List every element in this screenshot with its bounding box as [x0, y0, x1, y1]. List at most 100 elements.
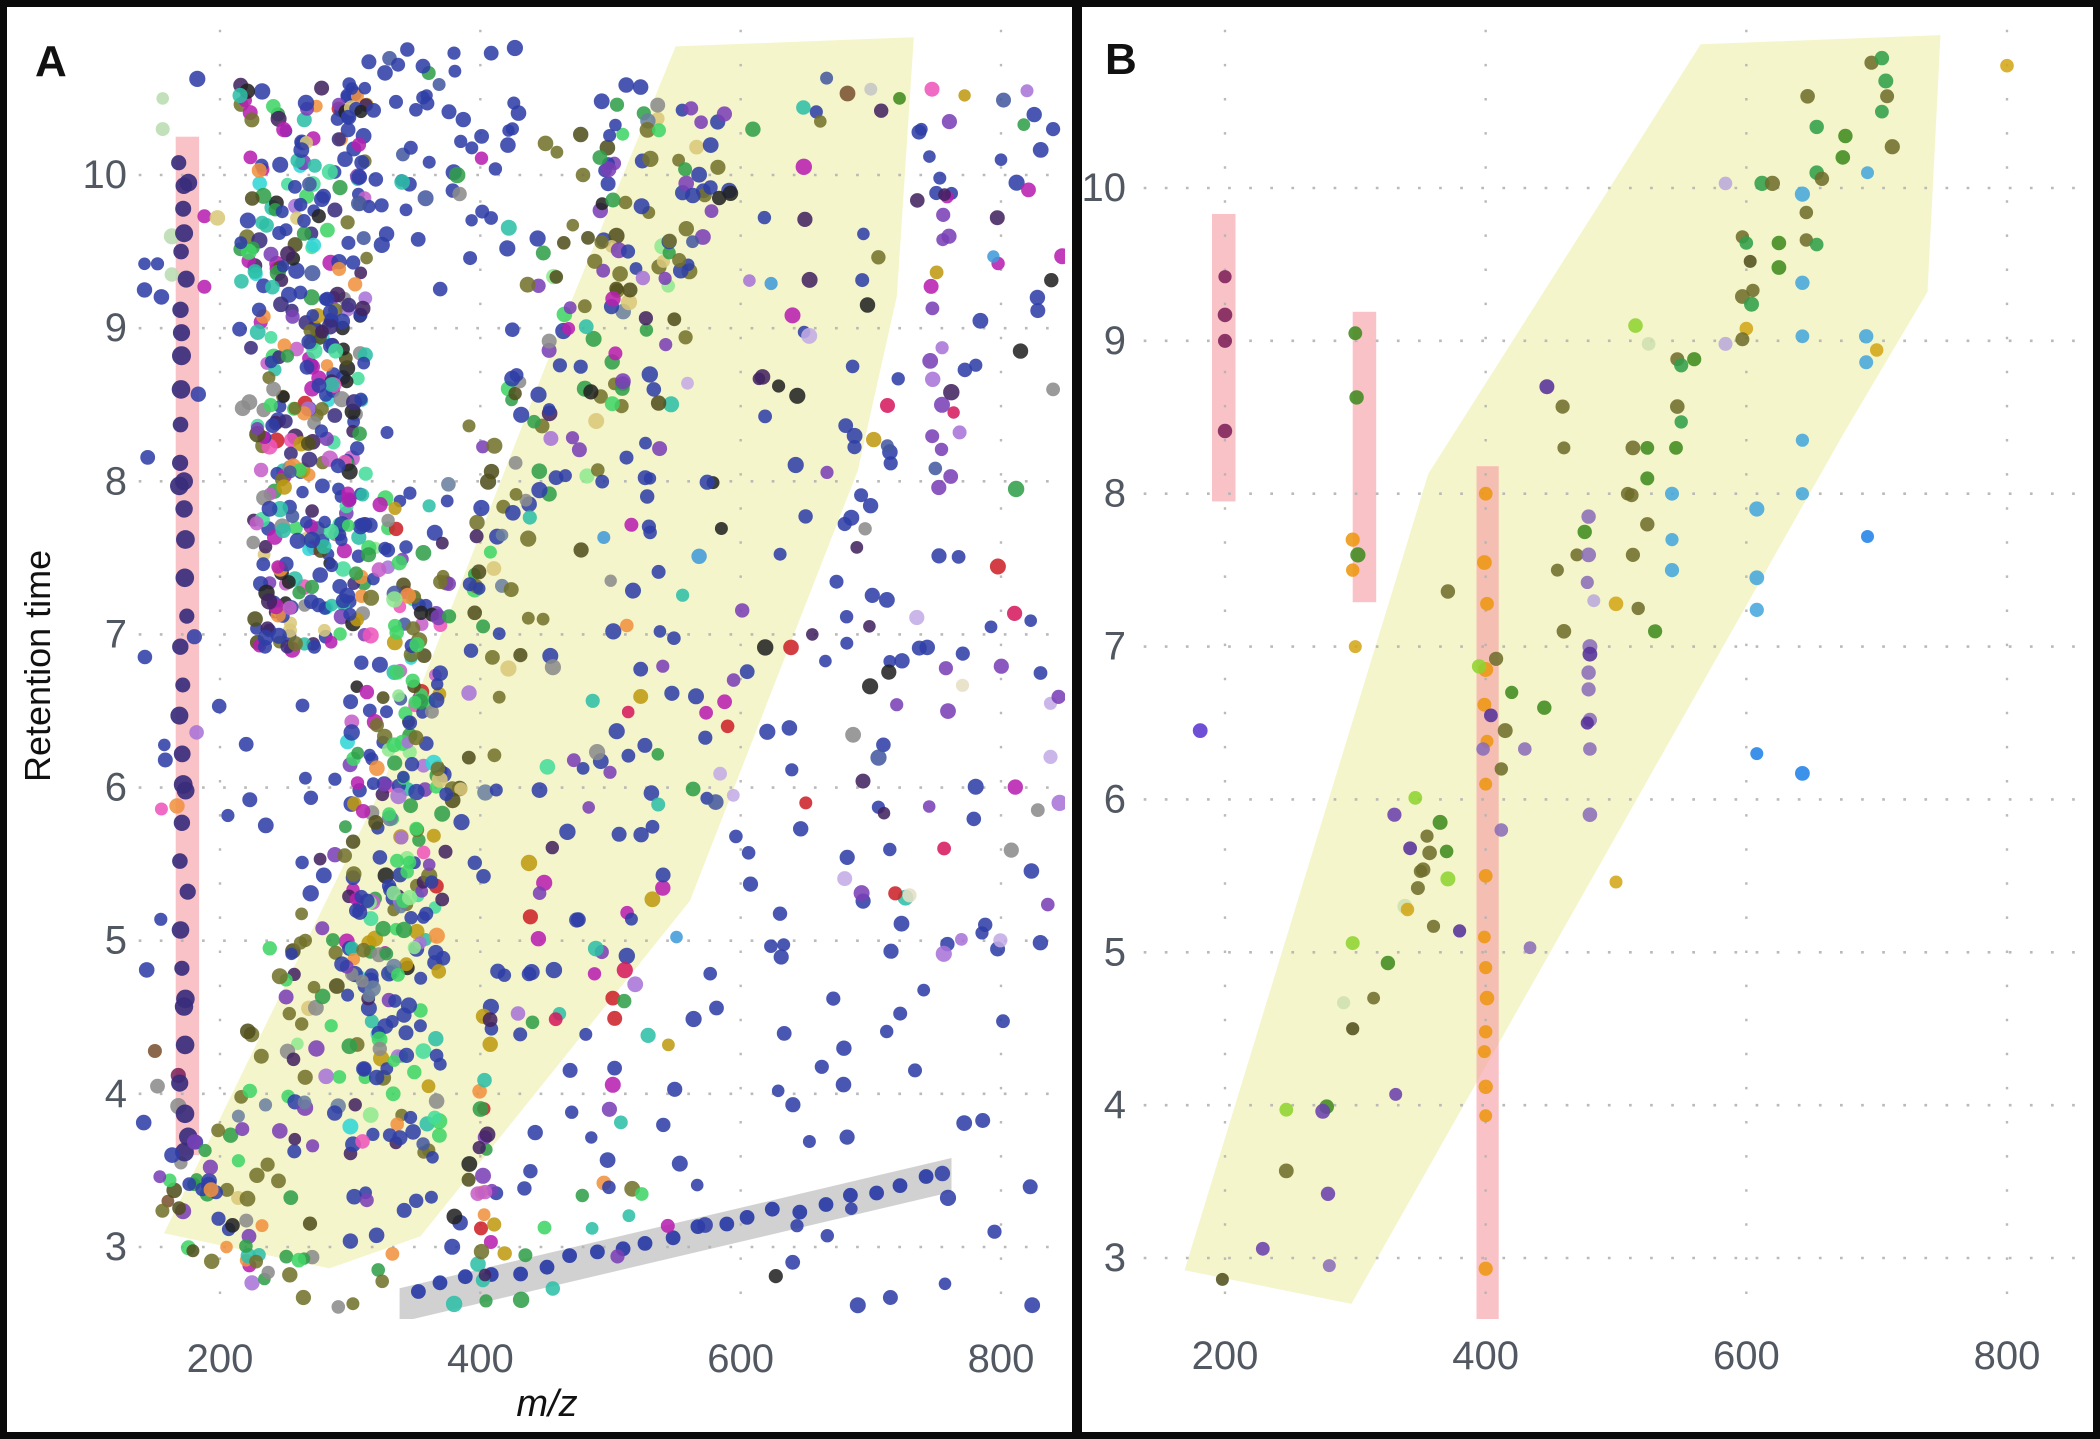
data-point — [1674, 358, 1689, 373]
data-point — [826, 991, 841, 1006]
data-point — [324, 377, 340, 393]
data-point — [957, 362, 973, 378]
data-point — [604, 574, 617, 587]
data-point — [600, 176, 616, 192]
data-point — [284, 446, 298, 461]
data-point — [474, 1221, 488, 1236]
data-point — [472, 1084, 487, 1099]
data-point — [509, 488, 523, 501]
data-point — [318, 515, 331, 529]
data-point — [308, 1040, 325, 1057]
data-point — [189, 725, 204, 740]
data-point — [1471, 659, 1487, 674]
data-point — [441, 104, 457, 120]
data-point — [777, 938, 791, 952]
data-point — [522, 510, 537, 525]
data-point — [337, 151, 353, 167]
data-point — [457, 1269, 473, 1285]
data-point — [369, 718, 384, 733]
data-point — [934, 1165, 951, 1182]
data-point — [924, 81, 940, 97]
data-point — [347, 277, 363, 292]
data-point — [154, 912, 168, 926]
panel-b-label: B — [1105, 35, 1138, 84]
data-point — [432, 665, 449, 681]
data-point — [684, 101, 699, 116]
data-point — [150, 257, 165, 271]
data-point — [577, 299, 592, 314]
data-point — [398, 1047, 415, 1063]
data-point — [220, 1182, 234, 1197]
panel-a-label: A — [35, 37, 68, 86]
data-point — [382, 807, 396, 822]
data-point — [773, 547, 787, 561]
data-point — [795, 158, 812, 175]
data-point — [1556, 624, 1572, 639]
data-point — [799, 796, 813, 810]
data-point — [1400, 902, 1415, 917]
data-point — [285, 309, 300, 324]
data-point — [1795, 766, 1810, 781]
panel-a-plot[interactable]: 3 4 5 6 7 8 9 10 200 400 600 800 — [7, 7, 1072, 1432]
data-point — [537, 1220, 552, 1235]
data-point — [1570, 548, 1584, 562]
data-point — [445, 1295, 463, 1313]
data-point — [426, 828, 441, 843]
data-point — [989, 210, 1005, 226]
data-point — [306, 237, 322, 253]
data-point — [295, 907, 308, 921]
data-point — [282, 1006, 296, 1021]
data-point — [1346, 563, 1360, 577]
data-point — [938, 1277, 952, 1291]
data-point — [1795, 487, 1809, 501]
data-point — [424, 1190, 438, 1204]
data-point — [651, 748, 665, 761]
data-point — [612, 266, 628, 282]
data-point — [416, 90, 430, 105]
data-point — [225, 1218, 240, 1233]
data-point — [1032, 935, 1049, 951]
data-point — [839, 849, 855, 866]
data-point — [177, 270, 195, 288]
data-point — [313, 852, 327, 866]
data-point — [171, 380, 191, 399]
data-point — [585, 1222, 599, 1235]
data-point — [368, 815, 384, 830]
data-point — [1255, 1241, 1270, 1256]
data-point — [531, 482, 548, 499]
data-point — [764, 276, 778, 291]
data-point — [303, 790, 319, 805]
data-point — [1389, 1087, 1403, 1101]
data-point — [585, 330, 602, 347]
data-point — [1030, 803, 1045, 817]
data-point — [548, 1012, 563, 1027]
data-point — [892, 1178, 908, 1193]
data-point — [759, 723, 776, 740]
data-point — [936, 207, 951, 222]
data-point — [463, 643, 479, 658]
data-point — [306, 1139, 320, 1153]
data-point — [425, 875, 439, 889]
data-point — [316, 539, 332, 554]
data-point — [987, 1224, 1002, 1239]
data-point — [253, 83, 271, 100]
data-point — [182, 1177, 197, 1191]
data-point — [847, 440, 862, 455]
data-point — [1029, 289, 1046, 306]
data-point — [242, 1083, 257, 1099]
data-point — [376, 691, 390, 704]
data-point — [361, 54, 377, 70]
data-point — [1878, 73, 1894, 89]
data-point — [261, 500, 278, 517]
data-point — [362, 1107, 379, 1123]
data-point — [204, 1253, 220, 1270]
data-point — [454, 134, 468, 148]
data-point — [850, 541, 864, 554]
data-point — [914, 122, 928, 136]
data-point — [1345, 936, 1360, 951]
data-point — [153, 289, 170, 305]
panel-b-plot[interactable]: 3 4 5 6 7 8 9 10 200 400 600 800 — [1082, 7, 2093, 1432]
data-point — [375, 920, 392, 937]
data-point — [581, 231, 595, 245]
data-point — [281, 575, 296, 589]
